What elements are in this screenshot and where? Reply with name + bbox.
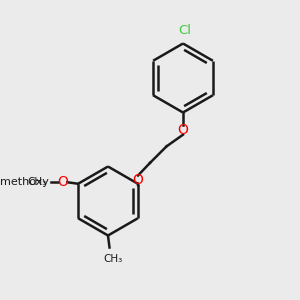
Text: CH₃: CH₃ <box>103 254 122 263</box>
Text: O: O <box>133 173 143 187</box>
Text: Cl: Cl <box>178 24 191 37</box>
Text: methoxy: methoxy <box>0 177 49 187</box>
Text: O: O <box>178 123 188 137</box>
Text: CH₃: CH₃ <box>27 177 46 187</box>
Text: O: O <box>57 175 68 189</box>
